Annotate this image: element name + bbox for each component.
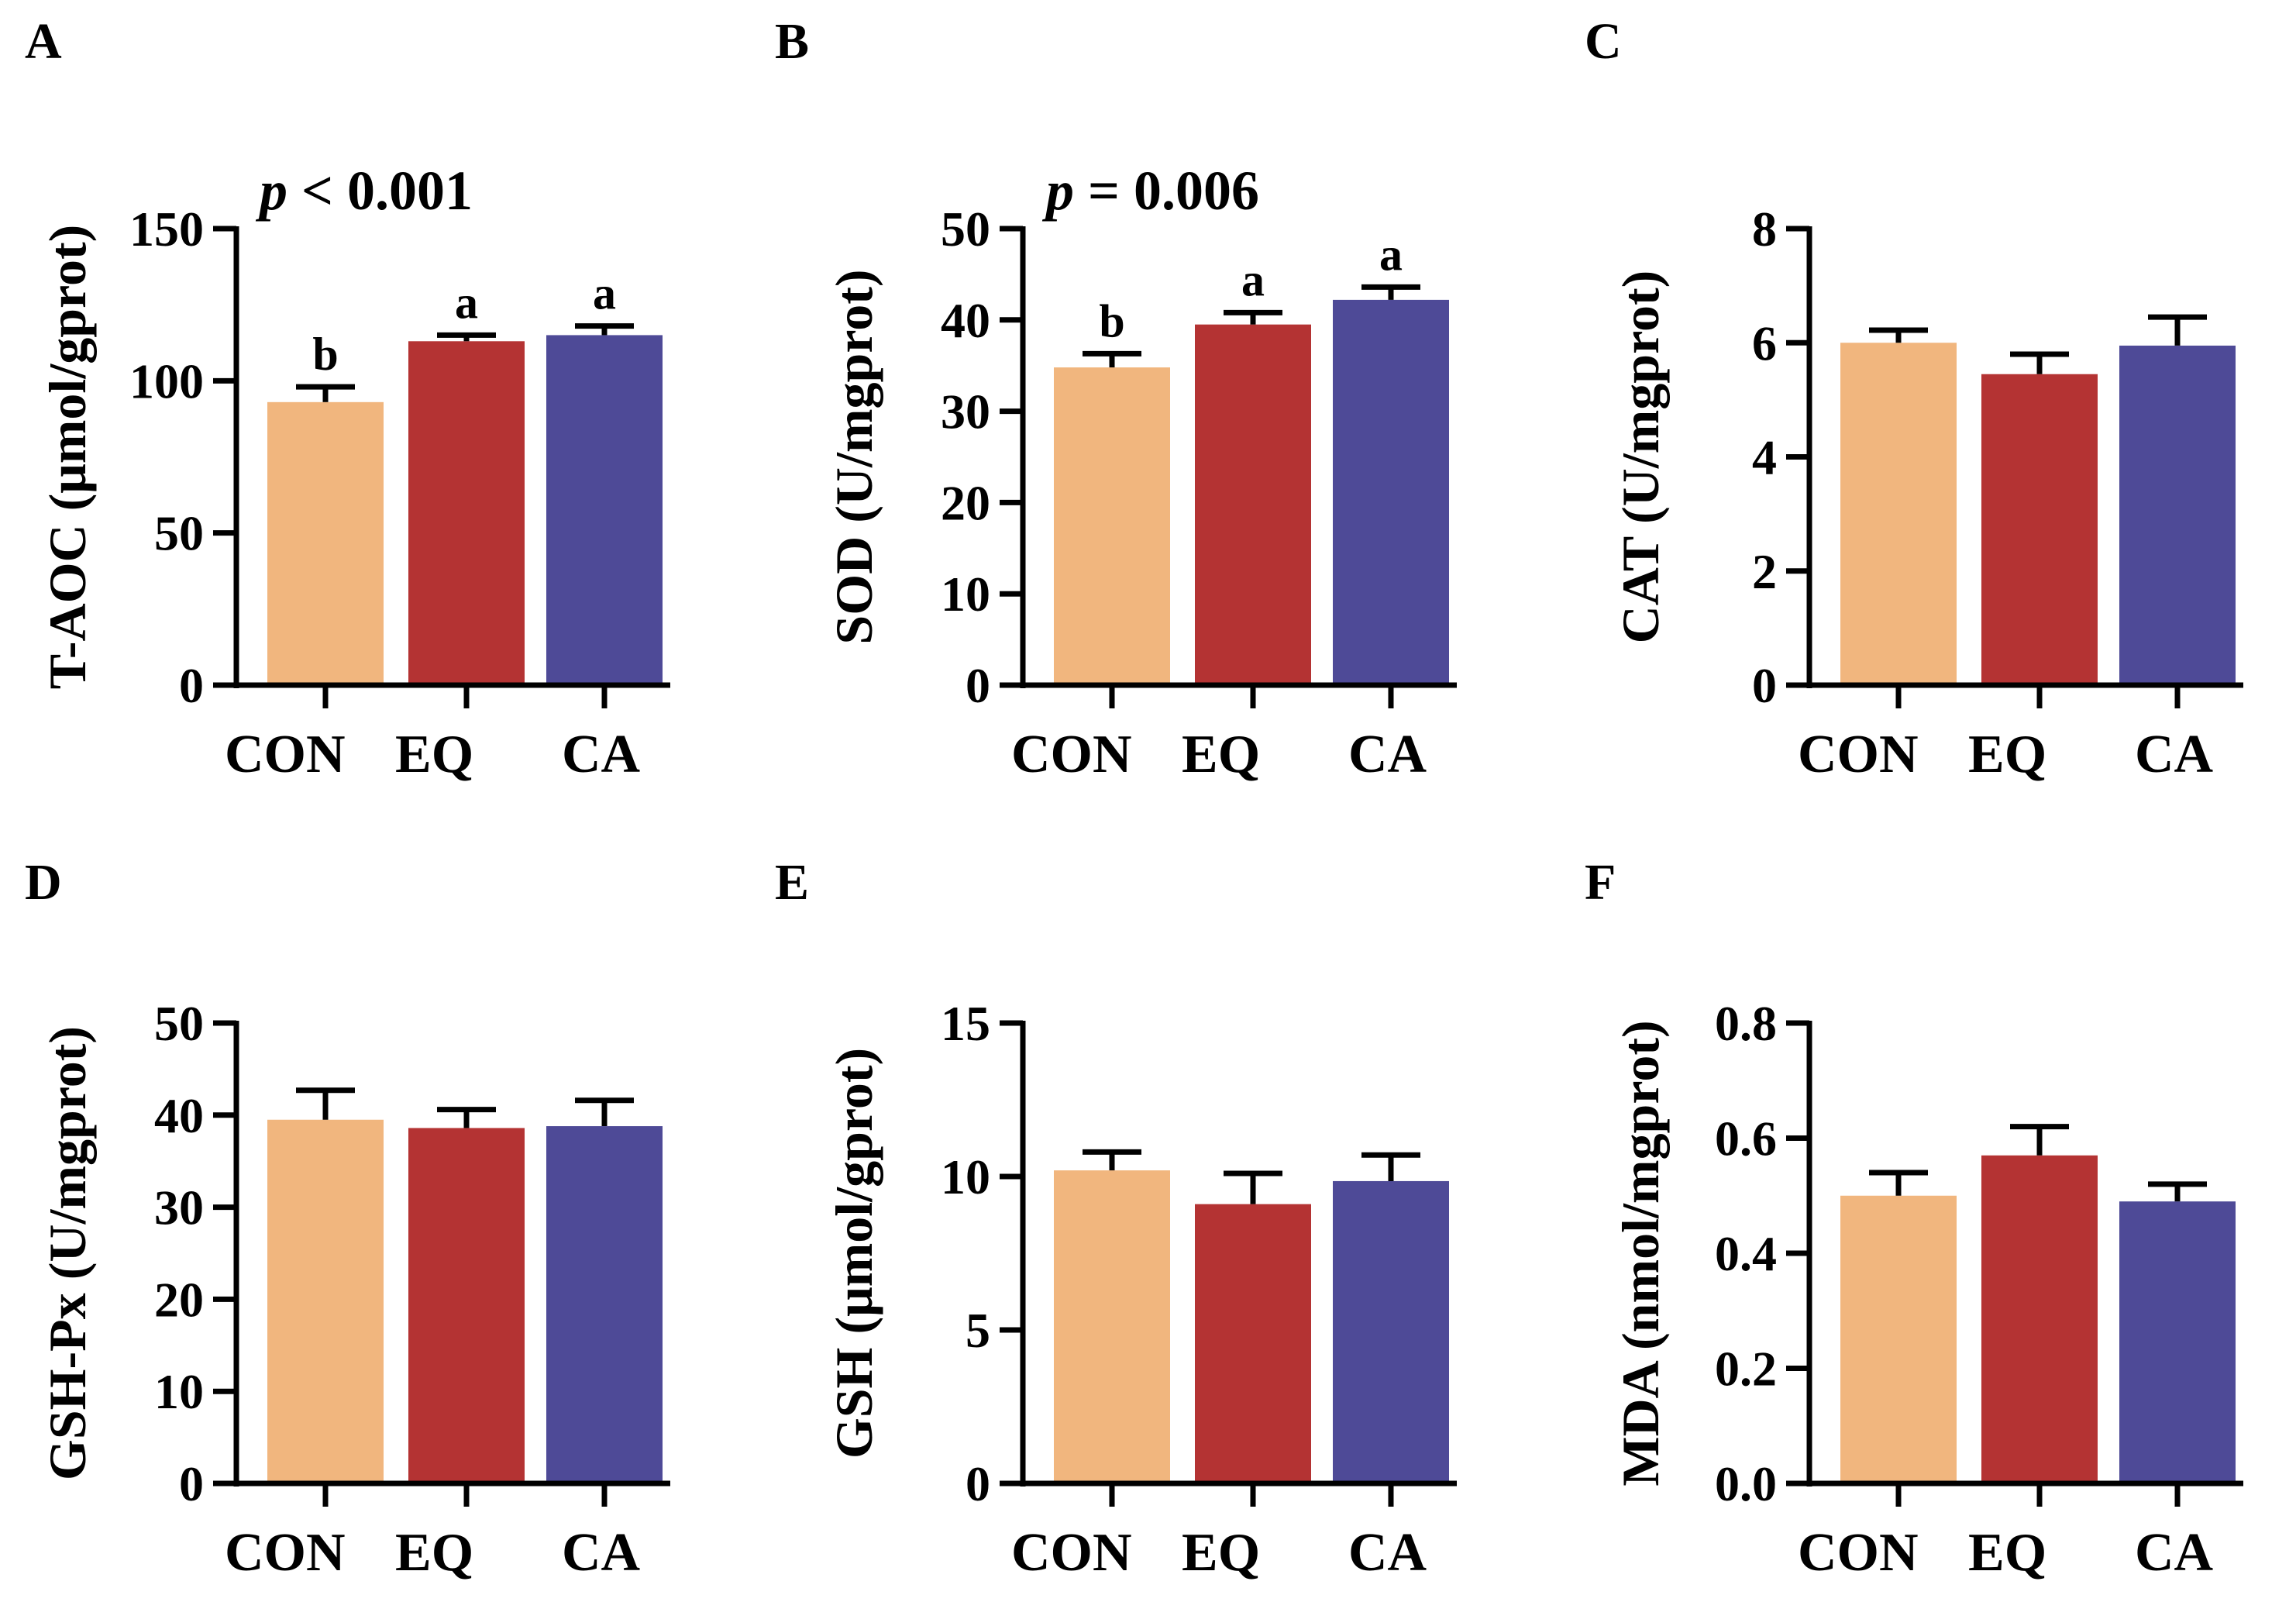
y-tick-label: 0: [179, 658, 204, 713]
panel-letter: E: [775, 854, 809, 911]
x-tick-label: EQ: [1968, 725, 2046, 784]
y-tick-label: 30: [154, 1180, 204, 1235]
panel-a: A T-AOC (μmol/gprot) b a a 0 50 100 150 CON EQ CA p …: [25, 13, 670, 784]
p-value-label: p < 0.001: [255, 160, 473, 222]
y-tick-label: 10: [941, 1149, 990, 1204]
y-tick-label: 0.4: [1715, 1226, 1777, 1281]
panel-letter: C: [1585, 13, 1622, 70]
significance-letter: b: [1099, 295, 1124, 346]
panel-b: B SOD (U/mgprot) b a a 0 10 20 30 40 50 CON EQ CA p = …: [775, 13, 1457, 784]
x-tick-label: CON: [1798, 725, 1919, 784]
y-tick-label: 30: [941, 384, 990, 439]
y-tick-label: 20: [941, 475, 990, 530]
y-tick-label: 50: [941, 202, 990, 257]
y-tick-label: 20: [154, 1272, 204, 1327]
bar-ca: [1333, 1180, 1449, 1483]
y-tick-label: 40: [941, 293, 990, 348]
x-tick-label: EQ: [1182, 1523, 1260, 1583]
x-tick-label: CON: [1798, 1523, 1919, 1583]
y-tick-label: 50: [154, 506, 204, 561]
y-axis-label: CAT (U/mgprot): [1611, 270, 1670, 644]
bar-eq: [408, 1128, 525, 1483]
x-tick-label: EQ: [395, 1523, 473, 1583]
y-tick-label: 150: [129, 202, 204, 257]
y-tick-label: 4: [1752, 430, 1777, 485]
bar-con: [1840, 1195, 1957, 1483]
y-tick-label: 40: [154, 1088, 204, 1143]
bar-con: [1054, 367, 1170, 685]
bar-ca: [2119, 1201, 2236, 1483]
x-tick-label: EQ: [1182, 725, 1260, 784]
bar-ca: [2119, 345, 2236, 685]
panel-letter: F: [1585, 854, 1616, 911]
y-axis-label: GSH-Px (U/mgprot): [38, 1026, 97, 1480]
p-value-label: p = 0.006: [1041, 160, 1259, 222]
y-tick-label: 0.2: [1715, 1342, 1777, 1397]
y-tick-label: 6: [1752, 315, 1777, 370]
y-tick-label: 0: [1752, 658, 1777, 713]
x-tick-label: CON: [225, 725, 346, 784]
panel-letter: B: [775, 13, 809, 70]
bar-con: [1054, 1170, 1170, 1483]
bar-ca: [546, 1126, 663, 1483]
bar-con: [267, 401, 384, 685]
significance-letter: a: [455, 277, 478, 328]
x-tick-label: EQ: [395, 725, 473, 784]
bar-eq: [408, 341, 525, 685]
y-tick-label: 50: [154, 996, 204, 1051]
x-tick-label: CA: [1348, 725, 1427, 784]
y-tick-label: 0.6: [1715, 1111, 1777, 1166]
x-tick-label: CA: [562, 725, 641, 784]
bar-eq: [1981, 374, 2098, 685]
x-tick-label: CON: [1011, 1523, 1132, 1583]
y-axis-label: SOD (U/mgprot): [824, 269, 883, 644]
x-tick-label: CON: [1011, 725, 1132, 784]
panel-letter: A: [25, 13, 62, 70]
bar-con: [267, 1119, 384, 1483]
panel-d: D GSH-Px (U/mgprot) 0 10 20 30 40 50 CON EQ CA: [25, 854, 670, 1583]
significance-letter: a: [1379, 229, 1403, 280]
significance-letter: a: [1241, 254, 1265, 305]
y-tick-label: 10: [941, 567, 990, 622]
y-tick-label: 15: [941, 996, 990, 1051]
y-tick-label: 100: [129, 353, 204, 408]
panel-e: E GSH (μmol/gprot) 0 5 10 15 CON EQ CA: [775, 854, 1457, 1583]
y-tick-label: 2: [1752, 544, 1777, 599]
y-tick-label: 8: [1752, 202, 1777, 257]
y-tick-label: 0.8: [1715, 996, 1777, 1051]
panel-letter: D: [25, 854, 62, 911]
x-tick-label: EQ: [1968, 1523, 2046, 1583]
y-tick-label: 0: [966, 658, 990, 713]
x-tick-label: CA: [2135, 1523, 2214, 1583]
x-tick-label: CA: [562, 1523, 641, 1583]
significance-letter: a: [593, 268, 616, 319]
bar-con: [1840, 343, 1957, 685]
panel-f: F MDA (nmol/mgprot) 0.0 0.2 0.4 0.6 0.8 CON EQ CA: [1585, 854, 2243, 1583]
x-tick-label: CA: [2135, 725, 2214, 784]
x-tick-label: CON: [225, 1523, 346, 1583]
y-tick-label: 0: [179, 1456, 204, 1511]
bar-ca: [546, 335, 663, 685]
bar-ca: [1333, 299, 1449, 685]
bar-eq: [1195, 1204, 1311, 1483]
bar-eq: [1195, 324, 1311, 685]
x-tick-label: CA: [1348, 1523, 1427, 1583]
significance-letter: b: [312, 329, 338, 380]
bar-eq: [1981, 1155, 2098, 1483]
y-axis-label: T-AOC (μmol/gprot): [38, 225, 97, 690]
panel-c: C CAT (U/mgprot) 0 2 4 6 8 CON EQ CA: [1585, 13, 2243, 784]
y-tick-label: 10: [154, 1364, 204, 1419]
y-tick-label: 0: [966, 1456, 990, 1511]
y-tick-label: 5: [966, 1303, 990, 1358]
y-axis-label: MDA (nmol/mgprot): [1611, 1020, 1670, 1486]
y-tick-label: 0.0: [1715, 1456, 1777, 1511]
y-axis-label: GSH (μmol/gprot): [824, 1048, 883, 1459]
